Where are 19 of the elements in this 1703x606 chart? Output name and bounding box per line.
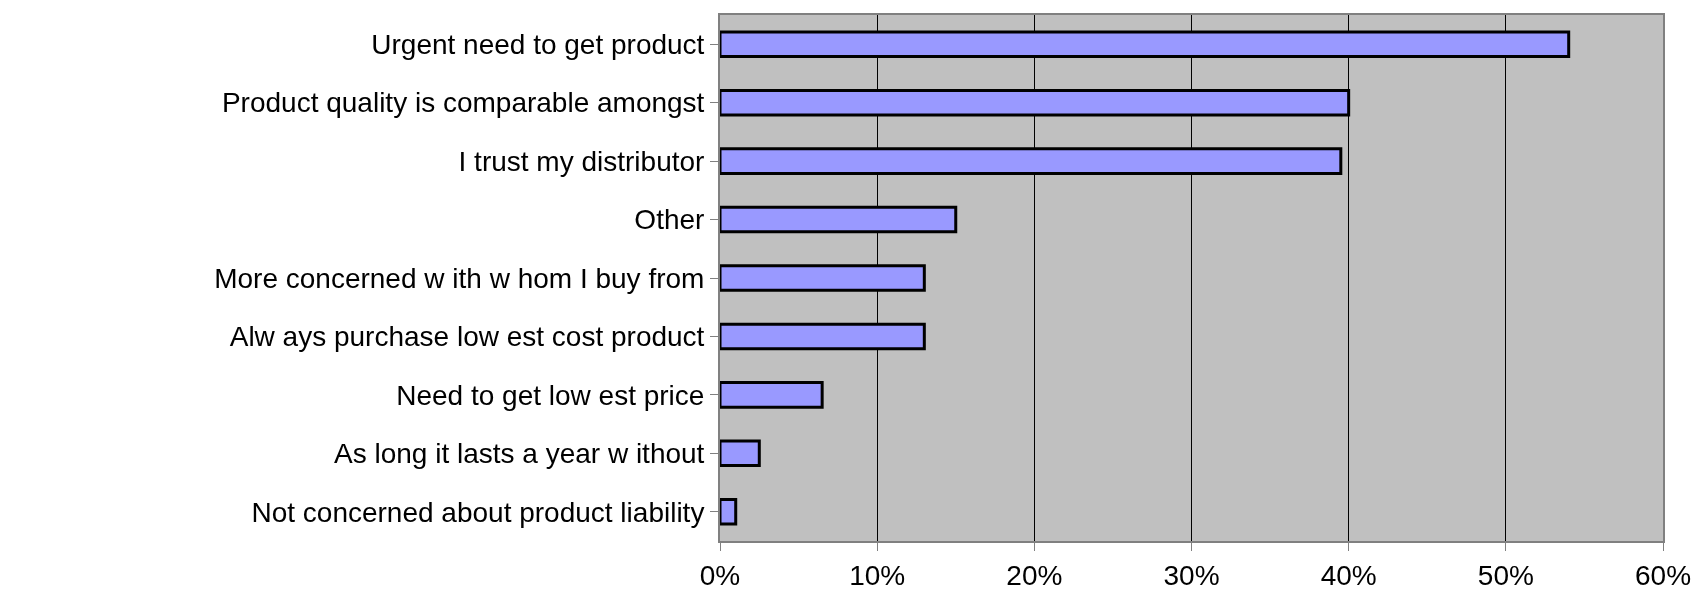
y-tick-label: Other <box>634 204 705 236</box>
bar <box>720 439 761 468</box>
y-tick-label: Product quality is comparable amongst <box>221 87 705 119</box>
x-tick-label: 50% <box>1477 559 1534 591</box>
y-tick-label: Need to get low est price <box>396 379 705 411</box>
x-tick-label: 40% <box>1320 559 1377 591</box>
y-tick-label: Not concerned about product liability <box>251 496 705 528</box>
x-tick-label: 60% <box>1634 559 1692 591</box>
bar <box>720 381 824 409</box>
x-tick-label: 0% <box>699 559 741 591</box>
x-tick-label: 10% <box>849 559 906 591</box>
bar <box>720 498 738 526</box>
y-tick-label: I trust my distributor <box>458 145 705 177</box>
x-tick-label: 30% <box>1163 559 1220 591</box>
x-tick-label: 20% <box>1006 559 1063 591</box>
y-tick-label: As long it lasts a year w ithout <box>333 438 705 470</box>
y-tick-label: More concerned w ith w hom I buy from <box>214 262 705 294</box>
y-tick-label: Urgent need to get product <box>371 29 705 61</box>
y-tick-label: Alw ays purchase low est cost product <box>229 321 705 353</box>
